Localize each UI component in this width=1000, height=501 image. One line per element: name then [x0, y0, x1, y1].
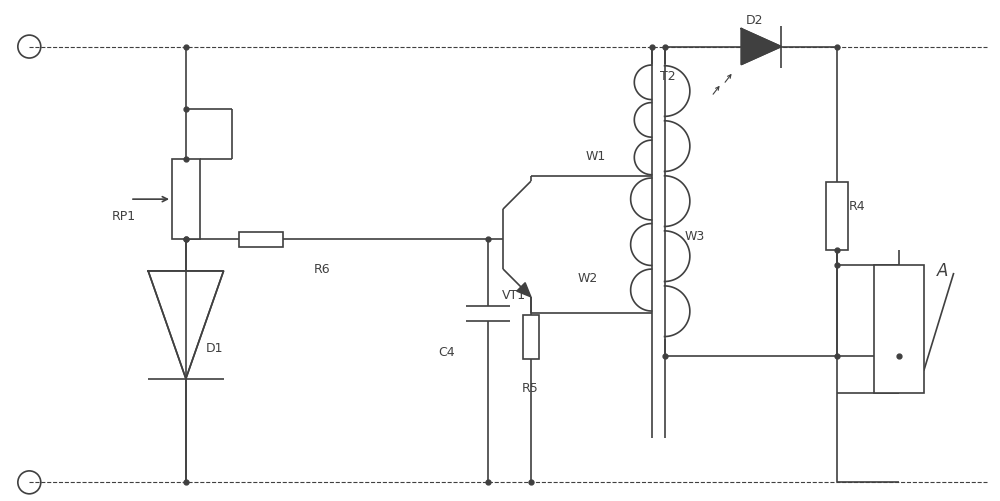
Text: W1: W1: [585, 150, 606, 163]
Bar: [172, 159, 200, 239]
Text: RP1: RP1: [112, 209, 136, 222]
Bar: [239, 231, 283, 246]
Text: W2: W2: [577, 273, 598, 286]
Bar: [874, 265, 924, 393]
Text: D1: D1: [206, 342, 223, 355]
Text: R4: R4: [849, 199, 866, 212]
Text: C4: C4: [438, 346, 455, 359]
Text: VT1: VT1: [502, 290, 526, 303]
Text: T2: T2: [660, 71, 675, 84]
Text: W3: W3: [684, 229, 705, 242]
Polygon shape: [517, 283, 531, 297]
Text: D2: D2: [746, 14, 763, 27]
Text: R6: R6: [314, 263, 331, 276]
Bar: [523, 315, 539, 359]
Bar: [826, 182, 848, 250]
Text: R5: R5: [522, 382, 539, 395]
Polygon shape: [741, 29, 781, 65]
Text: A: A: [937, 262, 948, 280]
